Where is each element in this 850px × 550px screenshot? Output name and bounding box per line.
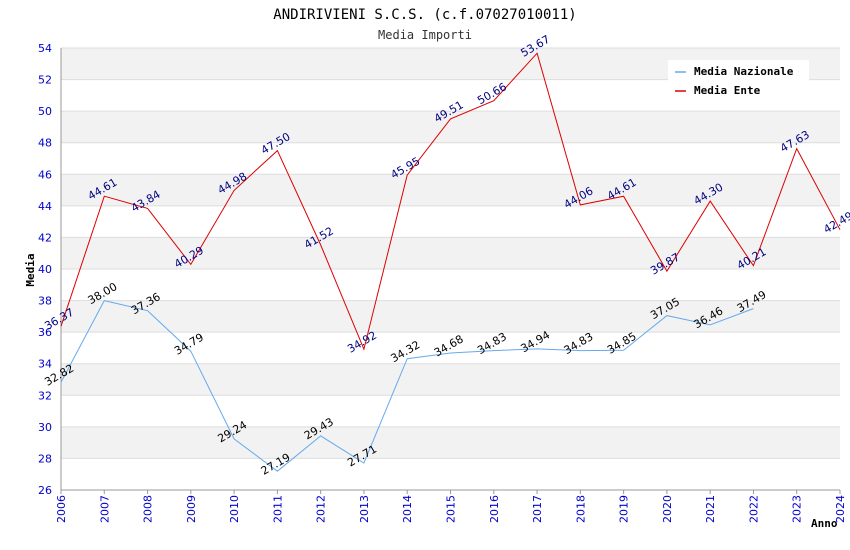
x-tick-labels: 2006 2007 2008 2009 2010 2011 2012 2013 2014 2015… [55,495,847,523]
x-tick-label: 2011 [271,495,284,523]
x-tick-label: 2008 [142,495,155,523]
x-tick-label: 2023 [791,495,804,523]
y-tick-label: 50 [38,105,52,118]
legend: Media Nazionale Media Ente [668,60,809,102]
legend-box [668,60,809,102]
data-label-nazionale: 34.79 [172,331,206,358]
y-tick-label: 32 [38,389,52,402]
x-tick-label: 2006 [55,495,68,523]
x-tick-label: 2013 [358,495,371,523]
series-line-ente [60,52,841,351]
grid-band [61,363,840,396]
grid [61,47,840,491]
y-axis-label: Media [24,253,37,286]
x-tick-label: 2020 [661,495,674,523]
data-label-nazionale: 34.68 [432,332,466,359]
y-tick-label: 26 [38,484,52,497]
y-tick-label: 34 [38,358,52,371]
y-tick-label: 44 [38,200,52,213]
y-tick-label: 36 [38,326,52,339]
legend-label-nazionale: Media Nazionale [694,65,794,78]
x-tick-label: 2014 [401,495,414,523]
y-tick-label: 42 [38,231,52,244]
data-label-nazionale: 34.85 [605,330,639,357]
x-tick-label: 2022 [747,495,760,523]
y-tick-label: 54 [38,42,52,55]
x-tick-label: 2015 [445,495,458,523]
y-tick-label: 46 [38,168,52,181]
grid-band [61,300,840,333]
x-tick-label: 2010 [228,495,241,523]
series-line-nazionale [60,300,754,472]
data-label-ente: 42.49 [821,209,850,236]
y-tick-label: 52 [38,74,52,87]
x-tick-label: 2009 [185,495,198,523]
series-lines [60,52,841,472]
y-tick-labels: 26 28 30 32 34 36 38 40 42 44 46 48 50 52 54 [38,42,52,497]
data-label-ente: 50.66 [475,80,509,107]
grid-band [61,111,840,143]
y-tick-label: 48 [38,137,52,150]
x-tick-label: 2016 [488,495,501,523]
data-label-ente: 34.92 [345,329,379,356]
x-tick-label: 2018 [574,495,587,523]
axes [60,48,841,494]
x-axis-label: Anno [811,517,838,530]
legend-label-ente: Media Ente [694,84,761,97]
data-label-nazionale: 34.32 [389,338,423,365]
data-label-nazionale: 34.83 [475,330,509,357]
grid-band [61,426,840,459]
chart-subtitle: Media Importi [378,28,472,42]
x-tick-label: 2007 [98,495,111,523]
x-tick-label: 2024 [834,495,847,523]
y-tick-label: 38 [38,295,52,308]
x-tick-label: 2021 [704,495,717,523]
x-tick-label: 2012 [315,495,328,523]
y-tick-label: 30 [38,421,52,434]
x-tick-label: 2017 [531,495,544,523]
y-tick-label: 28 [38,452,52,465]
y-tick-label: 40 [38,263,52,276]
chart-title: ANDIRIVIENI S.C.S. (c.f.07027010011) [273,7,576,23]
data-label-nazionale: 34.83 [562,330,596,357]
x-tick-label: 2019 [618,495,631,523]
